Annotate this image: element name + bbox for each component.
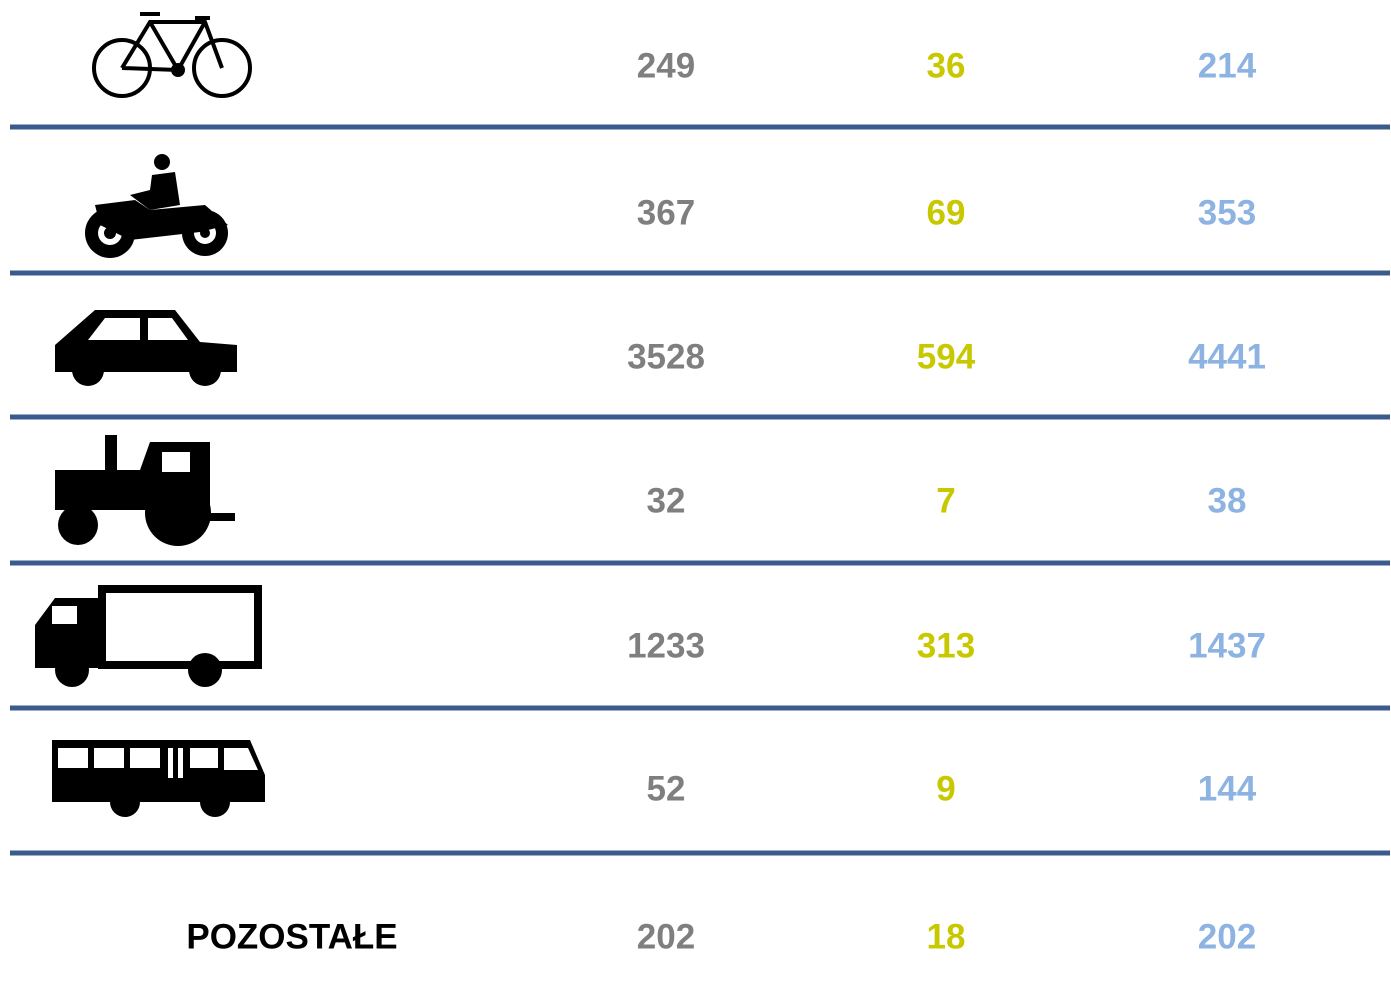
cell: 9 (936, 769, 955, 808)
car-icon (55, 310, 237, 386)
cell: 202 (1198, 917, 1256, 956)
cell: 52 (647, 769, 686, 808)
cell: 4441 (1188, 337, 1266, 376)
bus-icon (52, 740, 265, 817)
cell: 214 (1198, 46, 1257, 85)
cell: 3528 (627, 337, 705, 376)
cell: 249 (637, 46, 695, 85)
cell: 69 (927, 193, 966, 232)
cell: 144 (1198, 769, 1257, 808)
cell: 1437 (1188, 626, 1266, 665)
cell: 202 (637, 917, 695, 956)
cell: 32 (647, 481, 686, 520)
bicycle-icon (92, 12, 252, 98)
cell: 353 (1198, 193, 1256, 232)
truck-icon (35, 585, 262, 687)
cell: 7 (936, 481, 955, 520)
motorcycle-icon (85, 154, 228, 258)
cell: 18 (927, 917, 966, 956)
cell: 36 (927, 46, 966, 85)
cell: 367 (637, 193, 695, 232)
tractor-icon (55, 435, 235, 546)
cell: 1233 (627, 626, 705, 665)
separators (10, 124, 1390, 856)
cell: 594 (917, 337, 976, 376)
cell: 38 (1208, 481, 1247, 520)
row-label: POZOSTAŁE (186, 917, 397, 956)
rows: 249 36 214 367 69 353 3528 594 4441 32 7… (186, 46, 1266, 956)
cell: 313 (917, 626, 975, 665)
